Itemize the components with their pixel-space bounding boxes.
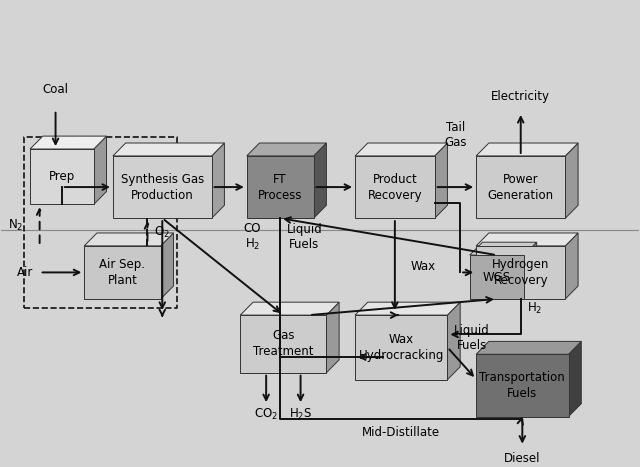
Polygon shape	[565, 233, 578, 299]
Text: Wax
Hydrocracking: Wax Hydrocracking	[358, 333, 444, 362]
Polygon shape	[246, 156, 314, 218]
Text: Liquid
Fuels: Liquid Fuels	[454, 324, 490, 352]
Text: Mid-Distillate: Mid-Distillate	[362, 426, 440, 439]
Polygon shape	[447, 302, 460, 380]
Polygon shape	[476, 354, 568, 417]
Polygon shape	[470, 242, 537, 255]
Polygon shape	[476, 341, 581, 354]
Polygon shape	[524, 242, 537, 299]
Polygon shape	[30, 149, 94, 205]
Polygon shape	[476, 143, 578, 156]
Text: FT
Process: FT Process	[258, 173, 303, 202]
Text: Liquid
Fuels: Liquid Fuels	[287, 223, 323, 251]
Text: Coal: Coal	[42, 83, 68, 96]
Polygon shape	[84, 246, 161, 299]
Polygon shape	[113, 156, 212, 218]
Text: Synthesis Gas
Production: Synthesis Gas Production	[121, 173, 204, 202]
Text: Wax: Wax	[411, 260, 436, 273]
Polygon shape	[30, 136, 106, 149]
Text: Hydrogen
Recovery: Hydrogen Recovery	[492, 258, 549, 287]
Polygon shape	[326, 302, 339, 373]
Polygon shape	[355, 302, 460, 315]
Text: Electricity: Electricity	[492, 90, 550, 103]
Text: Power
Generation: Power Generation	[488, 173, 554, 202]
Text: Transportation
Fuels: Transportation Fuels	[479, 371, 565, 400]
Polygon shape	[355, 315, 447, 380]
Polygon shape	[161, 233, 173, 299]
Polygon shape	[435, 143, 447, 218]
Text: Air: Air	[17, 266, 33, 279]
Polygon shape	[476, 156, 565, 218]
Polygon shape	[568, 341, 581, 417]
Polygon shape	[241, 302, 339, 315]
Polygon shape	[84, 233, 173, 246]
Polygon shape	[314, 143, 326, 218]
Polygon shape	[94, 136, 106, 205]
Text: Air Sep.
Plant: Air Sep. Plant	[99, 258, 145, 287]
Text: Product
Recovery: Product Recovery	[367, 173, 422, 202]
Text: H$_2$S: H$_2$S	[289, 407, 312, 422]
Polygon shape	[476, 233, 578, 246]
Polygon shape	[476, 246, 565, 299]
Text: N$_2$: N$_2$	[8, 218, 24, 233]
Text: CO
H$_2$: CO H$_2$	[244, 221, 261, 252]
Polygon shape	[113, 143, 225, 156]
Text: Tail
Gas: Tail Gas	[444, 121, 467, 149]
Polygon shape	[246, 143, 326, 156]
Polygon shape	[355, 156, 435, 218]
Text: Gas
Treatment: Gas Treatment	[253, 329, 314, 358]
Polygon shape	[241, 315, 326, 373]
Text: O$_2$: O$_2$	[154, 225, 170, 240]
Text: CO$_2$: CO$_2$	[254, 407, 278, 422]
Polygon shape	[470, 255, 524, 299]
Text: Prep: Prep	[49, 170, 75, 183]
Polygon shape	[565, 143, 578, 218]
Text: Diesel: Diesel	[504, 452, 541, 465]
Text: H$_2$: H$_2$	[527, 301, 543, 316]
Polygon shape	[212, 143, 225, 218]
Text: WGS: WGS	[483, 270, 511, 283]
Polygon shape	[355, 143, 447, 156]
